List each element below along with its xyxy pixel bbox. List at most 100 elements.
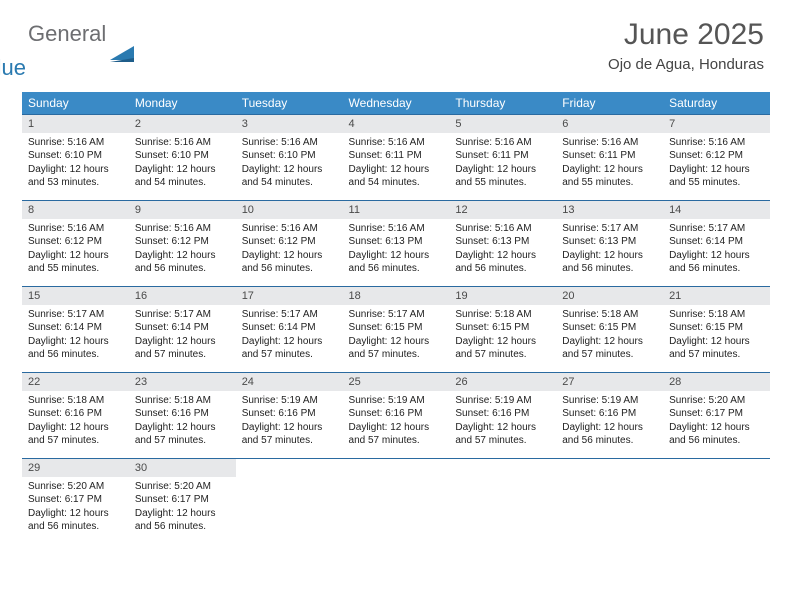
- day-number: 25: [343, 373, 450, 391]
- day-number: 20: [556, 287, 663, 305]
- triangle-icon: [110, 44, 136, 62]
- calendar-cell: 15Sunrise: 5:17 AMSunset: 6:14 PMDayligh…: [22, 286, 129, 372]
- day-details: Sunrise: 5:17 AMSunset: 6:15 PMDaylight:…: [343, 305, 450, 372]
- day-number: 23: [129, 373, 236, 391]
- day-details: Sunrise: 5:20 AMSunset: 6:17 PMDaylight:…: [663, 391, 770, 458]
- calendar-cell: 26Sunrise: 5:19 AMSunset: 6:16 PMDayligh…: [449, 372, 556, 458]
- day-number: 18: [343, 287, 450, 305]
- calendar-cell: 29Sunrise: 5:20 AMSunset: 6:17 PMDayligh…: [22, 458, 129, 544]
- calendar-cell: 11Sunrise: 5:16 AMSunset: 6:13 PMDayligh…: [343, 200, 450, 286]
- day-details: Sunrise: 5:16 AMSunset: 6:10 PMDaylight:…: [236, 133, 343, 200]
- calendar-week: 8Sunrise: 5:16 AMSunset: 6:12 PMDaylight…: [22, 200, 770, 286]
- day-details: Sunrise: 5:16 AMSunset: 6:11 PMDaylight:…: [556, 133, 663, 200]
- dow-thursday: Thursday: [449, 92, 556, 115]
- location: Ojo de Agua, Honduras: [608, 56, 764, 73]
- calendar-cell: 1Sunrise: 5:16 AMSunset: 6:10 PMDaylight…: [22, 114, 129, 200]
- day-details: Sunrise: 5:16 AMSunset: 6:13 PMDaylight:…: [343, 219, 450, 286]
- dow-wednesday: Wednesday: [343, 92, 450, 115]
- calendar-cell: 23Sunrise: 5:18 AMSunset: 6:16 PMDayligh…: [129, 372, 236, 458]
- calendar-week: 29Sunrise: 5:20 AMSunset: 6:17 PMDayligh…: [22, 458, 770, 544]
- dow-monday: Monday: [129, 92, 236, 115]
- brand-text: General Blue: [28, 24, 106, 78]
- day-details: Sunrise: 5:20 AMSunset: 6:17 PMDaylight:…: [22, 477, 129, 544]
- calendar-cell: ..: [236, 458, 343, 544]
- day-details: Sunrise: 5:18 AMSunset: 6:16 PMDaylight:…: [129, 391, 236, 458]
- day-number: 3: [236, 115, 343, 133]
- day-number: 14: [663, 201, 770, 219]
- day-number: 30: [129, 459, 236, 477]
- day-number: 9: [129, 201, 236, 219]
- day-details: Sunrise: 5:17 AMSunset: 6:14 PMDaylight:…: [129, 305, 236, 372]
- calendar-cell: 21Sunrise: 5:18 AMSunset: 6:15 PMDayligh…: [663, 286, 770, 372]
- dow-tuesday: Tuesday: [236, 92, 343, 115]
- dow-sunday: Sunday: [22, 92, 129, 115]
- day-number: 15: [22, 287, 129, 305]
- day-details: Sunrise: 5:16 AMSunset: 6:12 PMDaylight:…: [129, 219, 236, 286]
- calendar: Sunday Monday Tuesday Wednesday Thursday…: [22, 92, 770, 544]
- calendar-cell: 24Sunrise: 5:19 AMSunset: 6:16 PMDayligh…: [236, 372, 343, 458]
- day-details: Sunrise: 5:16 AMSunset: 6:12 PMDaylight:…: [22, 219, 129, 286]
- day-number: 28: [663, 373, 770, 391]
- calendar-cell: ..: [556, 458, 663, 544]
- calendar-cell: 12Sunrise: 5:16 AMSunset: 6:13 PMDayligh…: [449, 200, 556, 286]
- day-details: Sunrise: 5:17 AMSunset: 6:14 PMDaylight:…: [236, 305, 343, 372]
- day-details: Sunrise: 5:16 AMSunset: 6:11 PMDaylight:…: [449, 133, 556, 200]
- calendar-cell: 25Sunrise: 5:19 AMSunset: 6:16 PMDayligh…: [343, 372, 450, 458]
- day-details: Sunrise: 5:19 AMSunset: 6:16 PMDaylight:…: [343, 391, 450, 458]
- day-number: 27: [556, 373, 663, 391]
- calendar-cell: 13Sunrise: 5:17 AMSunset: 6:13 PMDayligh…: [556, 200, 663, 286]
- calendar-cell: 19Sunrise: 5:18 AMSunset: 6:15 PMDayligh…: [449, 286, 556, 372]
- day-details: Sunrise: 5:16 AMSunset: 6:10 PMDaylight:…: [22, 133, 129, 200]
- calendar-cell: 2Sunrise: 5:16 AMSunset: 6:10 PMDaylight…: [129, 114, 236, 200]
- calendar-week: 22Sunrise: 5:18 AMSunset: 6:16 PMDayligh…: [22, 372, 770, 458]
- day-details: Sunrise: 5:18 AMSunset: 6:15 PMDaylight:…: [449, 305, 556, 372]
- calendar-week: 1Sunrise: 5:16 AMSunset: 6:10 PMDaylight…: [22, 114, 770, 200]
- day-number: 26: [449, 373, 556, 391]
- calendar-cell: 3Sunrise: 5:16 AMSunset: 6:10 PMDaylight…: [236, 114, 343, 200]
- dow-friday: Friday: [556, 92, 663, 115]
- day-number: 10: [236, 201, 343, 219]
- header: General Blue June 2025 Ojo de Agua, Hond…: [0, 0, 792, 82]
- day-details: Sunrise: 5:20 AMSunset: 6:17 PMDaylight:…: [129, 477, 236, 544]
- calendar-week: 15Sunrise: 5:17 AMSunset: 6:14 PMDayligh…: [22, 286, 770, 372]
- calendar-cell: ..: [663, 458, 770, 544]
- month-title: June 2025: [608, 18, 764, 52]
- day-number: 8: [22, 201, 129, 219]
- day-details: Sunrise: 5:19 AMSunset: 6:16 PMDaylight:…: [236, 391, 343, 458]
- day-details: Sunrise: 5:18 AMSunset: 6:15 PMDaylight:…: [556, 305, 663, 372]
- day-details: Sunrise: 5:17 AMSunset: 6:14 PMDaylight:…: [22, 305, 129, 372]
- day-details: Sunrise: 5:18 AMSunset: 6:16 PMDaylight:…: [22, 391, 129, 458]
- calendar-cell: 6Sunrise: 5:16 AMSunset: 6:11 PMDaylight…: [556, 114, 663, 200]
- calendar-cell: 9Sunrise: 5:16 AMSunset: 6:12 PMDaylight…: [129, 200, 236, 286]
- calendar-cell: 20Sunrise: 5:18 AMSunset: 6:15 PMDayligh…: [556, 286, 663, 372]
- day-number: 5: [449, 115, 556, 133]
- day-number: 6: [556, 115, 663, 133]
- day-number: 4: [343, 115, 450, 133]
- day-details: Sunrise: 5:17 AMSunset: 6:13 PMDaylight:…: [556, 219, 663, 286]
- day-of-week-header: Sunday Monday Tuesday Wednesday Thursday…: [22, 92, 770, 115]
- dow-saturday: Saturday: [663, 92, 770, 115]
- calendar-cell: 22Sunrise: 5:18 AMSunset: 6:16 PMDayligh…: [22, 372, 129, 458]
- day-number: 7: [663, 115, 770, 133]
- calendar-cell: 17Sunrise: 5:17 AMSunset: 6:14 PMDayligh…: [236, 286, 343, 372]
- brand-general: General: [28, 24, 106, 44]
- calendar-cell: ..: [343, 458, 450, 544]
- calendar-cell: 4Sunrise: 5:16 AMSunset: 6:11 PMDaylight…: [343, 114, 450, 200]
- day-number: 16: [129, 287, 236, 305]
- calendar-cell: 5Sunrise: 5:16 AMSunset: 6:11 PMDaylight…: [449, 114, 556, 200]
- day-number: 1: [22, 115, 129, 133]
- day-details: Sunrise: 5:16 AMSunset: 6:12 PMDaylight:…: [236, 219, 343, 286]
- calendar-cell: ..: [449, 458, 556, 544]
- day-number: 29: [22, 459, 129, 477]
- calendar-cell: 14Sunrise: 5:17 AMSunset: 6:14 PMDayligh…: [663, 200, 770, 286]
- day-number: 12: [449, 201, 556, 219]
- day-details: Sunrise: 5:19 AMSunset: 6:16 PMDaylight:…: [449, 391, 556, 458]
- day-details: Sunrise: 5:17 AMSunset: 6:14 PMDaylight:…: [663, 219, 770, 286]
- day-number: 17: [236, 287, 343, 305]
- day-number: 2: [129, 115, 236, 133]
- day-number: 11: [343, 201, 450, 219]
- day-details: Sunrise: 5:19 AMSunset: 6:16 PMDaylight:…: [556, 391, 663, 458]
- calendar-cell: 28Sunrise: 5:20 AMSunset: 6:17 PMDayligh…: [663, 372, 770, 458]
- day-number: 13: [556, 201, 663, 219]
- calendar-cell: 16Sunrise: 5:17 AMSunset: 6:14 PMDayligh…: [129, 286, 236, 372]
